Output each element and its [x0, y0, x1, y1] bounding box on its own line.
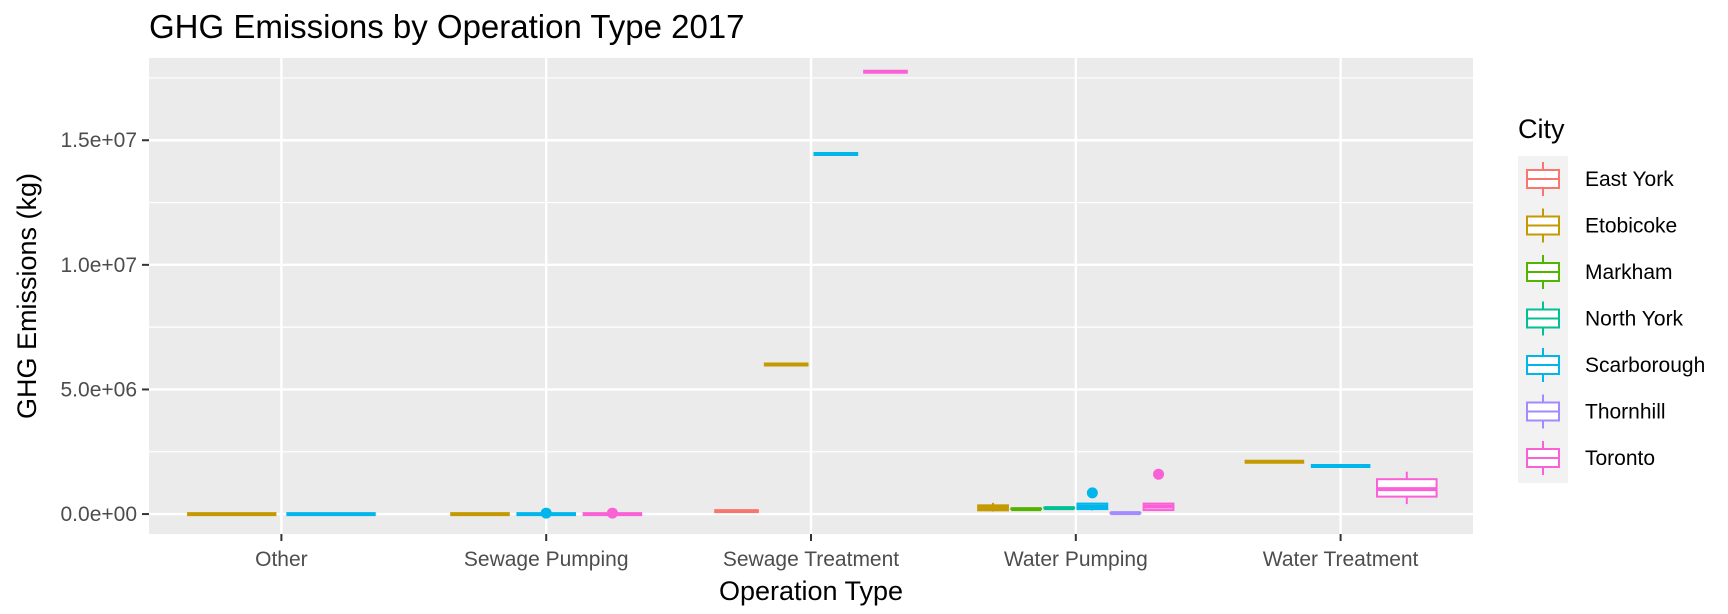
box-thornhill	[1109, 511, 1142, 516]
y-axis-title: GHG Emissions (kg)	[12, 173, 42, 419]
legend-item-etobicoke: Etobicoke	[1526, 208, 1677, 243]
legend-items: East York Etobicoke Markham North York Scarb…	[1526, 162, 1705, 475]
x-tick-label: Sewage Treatment	[723, 548, 899, 571]
x-axis-title: Operation Type	[719, 576, 903, 606]
x-tick-label: Water Treatment	[1263, 548, 1419, 571]
y-tick-label: 5.0e+06	[61, 378, 138, 401]
legend-item-thornhill: Thornhill	[1526, 394, 1666, 429]
x-tick-label: Water Pumping	[1004, 548, 1148, 571]
legend-label: North York	[1585, 308, 1684, 331]
box-scarborough	[1076, 487, 1109, 511]
legend-item-north-york: North York	[1526, 301, 1684, 336]
legend-label: Etobicoke	[1585, 215, 1677, 238]
box-north-york	[1043, 506, 1076, 511]
box-toronto	[1142, 468, 1175, 512]
legend-item-east-york: East York	[1526, 162, 1674, 196]
y-tick-label: 0.0e+00	[61, 503, 138, 526]
box-toronto	[1376, 471, 1438, 505]
legend-item-scarborough: Scarborough	[1526, 348, 1705, 382]
box-etobicoke	[977, 502, 1009, 512]
box-scarborough	[516, 507, 576, 519]
x-tick-label: Other	[255, 548, 308, 571]
box-toronto	[582, 507, 643, 519]
legend-label: Markham	[1585, 261, 1673, 284]
grid-lines	[149, 58, 1473, 534]
box-layer	[187, 69, 1438, 519]
outlier-point	[540, 507, 552, 519]
y-tick-label: 1.0e+07	[61, 254, 138, 277]
legend-label: East York	[1585, 168, 1674, 191]
chart-title: GHG Emissions by Operation Type 2017	[149, 8, 745, 45]
legend-item-markham: Markham	[1526, 255, 1673, 289]
outlier-point	[606, 507, 618, 519]
axis-layer: 0.0e+00 5.0e+06 1.0e+07 1.5e+07 Other Sewage …	[61, 129, 1419, 571]
legend: City East York Etobicoke Markham North York…	[1518, 114, 1705, 483]
y-tick-label: 1.5e+07	[61, 129, 138, 152]
legend-label: Thornhill	[1585, 401, 1666, 424]
legend-label: Scarborough	[1585, 354, 1705, 377]
legend-title: City	[1518, 114, 1565, 144]
x-tick-label: Sewage Pumping	[464, 548, 629, 571]
legend-label: Toronto	[1585, 447, 1655, 470]
outlier-point	[1153, 468, 1165, 480]
outlier-point	[1086, 487, 1098, 499]
legend-item-toronto: Toronto	[1526, 441, 1655, 475]
